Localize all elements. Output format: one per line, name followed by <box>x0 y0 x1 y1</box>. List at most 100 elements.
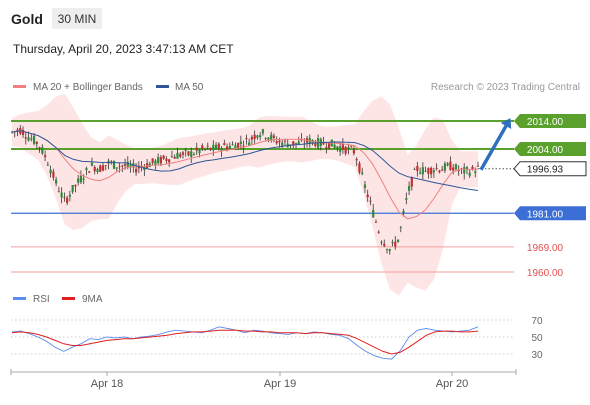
moving-averages <box>11 130 479 220</box>
x-tick-label: Apr 20 <box>436 378 468 390</box>
timeframe-label: 30 MIN <box>58 12 97 26</box>
current-price-label: 1996.93 <box>527 165 564 176</box>
candle-body <box>49 169 52 174</box>
candle-body <box>35 141 38 145</box>
candle-body <box>250 136 253 140</box>
candle-body <box>388 249 391 251</box>
candle-body <box>361 172 364 175</box>
candle-body <box>427 168 430 174</box>
level-tag-1981.00 <box>514 206 586 221</box>
rsi-series-RSI <box>11 326 479 360</box>
candle-body <box>112 160 116 169</box>
forecast-arrow <box>479 118 512 171</box>
candle-body <box>140 166 143 168</box>
candle-body <box>449 161 452 171</box>
price-levels <box>11 120 514 273</box>
candle-body <box>104 165 107 166</box>
candle-body <box>292 141 295 146</box>
candle-body <box>154 160 157 166</box>
candle-body <box>328 142 331 149</box>
candle-body <box>110 161 113 163</box>
ma50-line <box>11 130 479 191</box>
level-label-1969.00: 1969.00 <box>527 243 564 254</box>
candle-body <box>27 137 30 141</box>
candle-body <box>438 170 441 173</box>
rsi-legend-swatch-rsi <box>13 297 26 300</box>
candle-body <box>336 146 339 149</box>
rsi-legend-swatch-9ma <box>62 297 75 300</box>
candle-body <box>234 145 237 150</box>
bollinger-band-area <box>12 93 478 296</box>
level-label-1960.00: 1960.00 <box>527 268 564 279</box>
candle-body <box>432 170 435 173</box>
legend-swatch-ma50 <box>156 85 169 88</box>
candle-body <box>168 159 171 163</box>
candle-body <box>424 170 427 172</box>
candle-body <box>176 152 179 159</box>
candle-body <box>151 158 154 163</box>
candle-body <box>41 147 44 154</box>
candle-body <box>369 200 372 202</box>
candle-body <box>93 166 96 172</box>
candle-body <box>468 172 471 176</box>
candle-body <box>225 146 229 150</box>
candle-body <box>157 157 160 164</box>
candle-body <box>463 167 466 174</box>
rsi-panel: 70 50 30 <box>11 316 543 361</box>
candle-body <box>350 145 353 147</box>
candle-body <box>385 249 389 250</box>
candle-body <box>165 158 168 162</box>
bollinger-bands <box>12 93 478 296</box>
candle-body <box>394 241 397 247</box>
candle-body <box>126 161 129 167</box>
candle-body <box>248 142 251 146</box>
level-labels: 2014.00 2004.00 1981.00 1969.00 1960.00 1996.… <box>513 114 587 279</box>
candle-body <box>118 166 121 168</box>
candle-body <box>474 171 477 173</box>
candle-body <box>452 167 455 171</box>
candle-body <box>421 167 424 175</box>
candle-body <box>184 150 187 151</box>
candle-body <box>192 154 196 155</box>
candle-body <box>24 137 27 139</box>
candle-body <box>66 197 69 203</box>
candle-body <box>187 151 190 156</box>
candle-body <box>209 147 212 151</box>
candle-body <box>68 194 72 197</box>
candle-body <box>38 147 41 148</box>
x-tick-label: Apr 19 <box>264 378 296 390</box>
candle-body <box>446 163 449 166</box>
candle-body <box>441 169 444 171</box>
legend-label-ma20: MA 20 + Bollinger Bands <box>33 82 143 93</box>
candle-body <box>396 239 400 242</box>
candle-body <box>443 163 447 171</box>
candle-body <box>416 166 419 171</box>
level-tag-2004.00 <box>514 141 586 156</box>
candle-body <box>85 168 88 171</box>
candle-body <box>129 165 132 168</box>
rsi-tick-50: 50 <box>531 333 543 344</box>
candle-body <box>297 141 300 145</box>
candle-body <box>358 163 361 173</box>
candle-body <box>344 146 347 154</box>
candle-body <box>214 144 218 149</box>
candle-body <box>82 178 85 180</box>
candle-body <box>74 184 77 187</box>
candle-body <box>402 210 405 213</box>
candle-body <box>60 192 63 198</box>
candle-body <box>32 135 36 144</box>
candle-body <box>377 231 380 233</box>
candle-body <box>228 145 231 149</box>
candle-body <box>237 142 240 149</box>
candle-body <box>159 157 162 164</box>
candle-body <box>239 141 242 144</box>
candle-body <box>30 138 33 140</box>
candle-body <box>256 135 259 138</box>
candle-body <box>261 129 265 134</box>
candle-body <box>430 167 433 175</box>
candle-body <box>333 144 336 148</box>
candle-body <box>259 135 262 138</box>
forecast-arrow-head <box>500 118 512 129</box>
